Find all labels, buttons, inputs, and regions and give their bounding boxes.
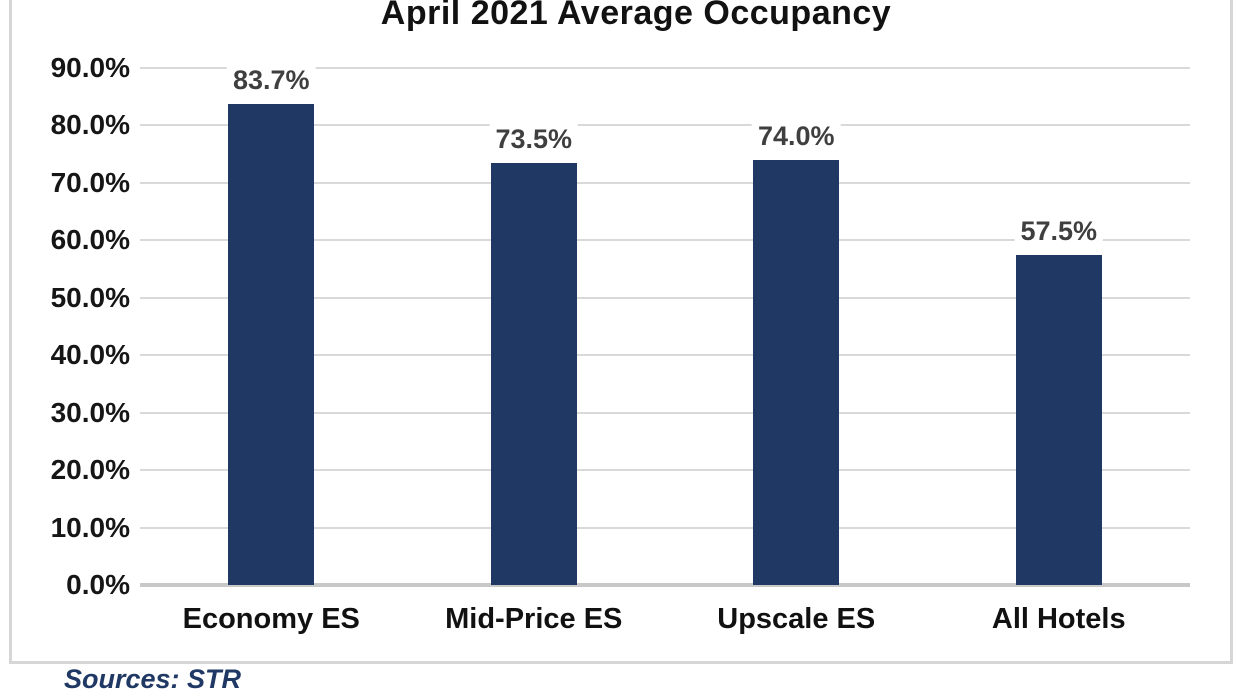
bar-upscale-es xyxy=(753,159,840,585)
bar-value-label: 57.5% xyxy=(1014,214,1104,247)
bar-value-label: 83.7% xyxy=(226,64,316,97)
bar-value-label: 73.5% xyxy=(489,122,579,155)
gridline xyxy=(140,469,1190,472)
y-tick-label: 40.0% xyxy=(50,339,130,371)
y-tick-label: 50.0% xyxy=(50,281,130,313)
x-tick-label: Economy ES xyxy=(182,603,360,635)
source-note: Sources: STR xyxy=(64,664,242,694)
y-tick-label: 70.0% xyxy=(50,166,130,198)
chart-title: April 2021 Average Occupancy xyxy=(380,0,892,32)
x-tick-label: Mid-Price ES xyxy=(445,603,623,635)
bar-value-label: 74.0% xyxy=(751,119,841,152)
bar-economy-es xyxy=(228,104,315,585)
y-tick-label: 10.0% xyxy=(50,511,130,543)
y-tick-label: 80.0% xyxy=(50,109,130,141)
y-axis: 0.0% 10.0% 20.0% 30.0% 40.0% 50.0% 60.0% 70.0% 8… xyxy=(12,52,130,600)
bar-mid-price-es xyxy=(490,162,577,585)
gridline xyxy=(140,411,1190,414)
plot-area: 83.7% 73.5% 74.0% 57.5% xyxy=(140,64,1190,587)
gridline xyxy=(140,67,1190,69)
y-tick-label: 0.0% xyxy=(66,569,130,600)
y-tick-label: 90.0% xyxy=(50,52,130,83)
gridline xyxy=(140,239,1190,242)
x-axis: Economy ES Mid-Price ES Upscale ES All Hote… xyxy=(140,598,1190,640)
gridline xyxy=(140,181,1190,184)
y-tick-label: 20.0% xyxy=(50,454,130,486)
chart-frame: April 2021 Average Occupancy 0.0% 10.0% 20… xyxy=(9,0,1233,664)
gridline xyxy=(140,296,1190,299)
gridline xyxy=(140,124,1190,127)
x-tick-label: Upscale ES xyxy=(717,603,876,635)
bar-all-hotels xyxy=(1015,254,1102,585)
gridline xyxy=(140,526,1190,529)
y-tick-label: 30.0% xyxy=(50,396,130,428)
y-tick-label: 60.0% xyxy=(50,224,130,256)
x-axis-line xyxy=(140,583,1190,587)
gridline xyxy=(140,354,1190,357)
x-tick-label: All Hotels xyxy=(991,603,1126,635)
